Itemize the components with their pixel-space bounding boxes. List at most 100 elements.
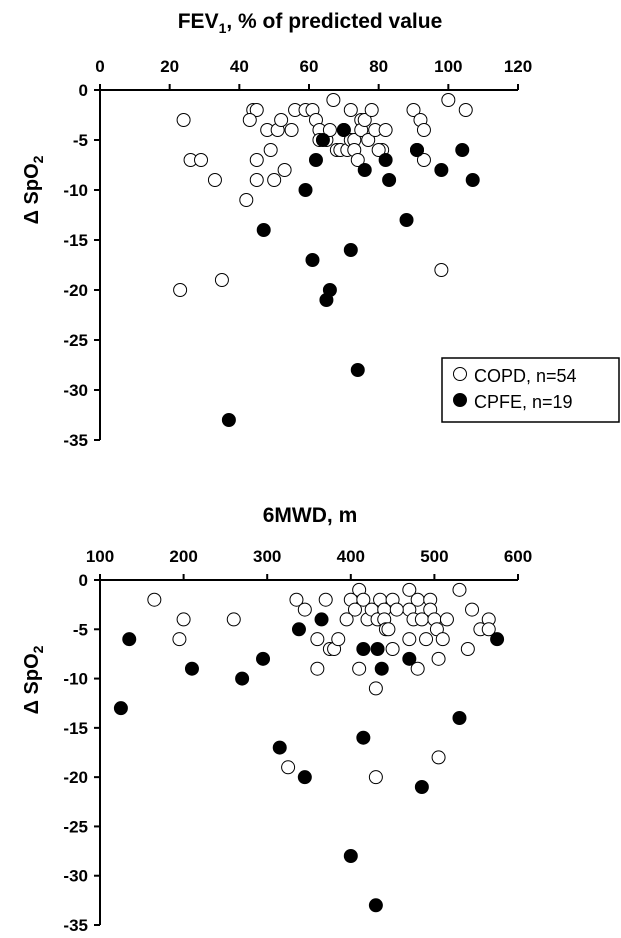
6mwd-y-tick-label: -15 (63, 719, 88, 738)
fev1-x-tick-label: 0 (95, 57, 104, 76)
6mwd-x-tick-label: 200 (169, 547, 197, 566)
svg-text:Δ SpO2: Δ SpO2 (21, 645, 46, 714)
6mwd-copd-point (281, 760, 296, 775)
fev1-x-tick-label: 20 (160, 57, 179, 76)
fev1-x-tick-label: 100 (434, 57, 462, 76)
6mwd-copd-point (452, 582, 467, 597)
fev1-cpfe-point (399, 213, 414, 227)
6mwd-cpfe-point (297, 770, 312, 785)
fev1-cpfe-point (455, 143, 470, 157)
6mwd-cpfe-point (490, 632, 505, 647)
6mwd-cpfe-point (314, 612, 329, 627)
legend-cpfe-marker (453, 393, 467, 407)
6mwd-cpfe-point (291, 622, 306, 637)
legend-box (441, 357, 620, 423)
6mwd-cpfe-point (452, 711, 467, 725)
fev1-copd-point (214, 273, 229, 287)
6mwd-copd-point (297, 602, 312, 617)
6mwd-copd-point (289, 592, 304, 607)
fev1-x-tick-label: 80 (369, 57, 388, 76)
6mwd-y-tick-label: -10 (63, 670, 88, 689)
fev1-copd-point (458, 103, 473, 117)
fev1-copd-point (326, 93, 341, 107)
6mwd-copd-point (339, 612, 354, 627)
6mwd-copd-point (147, 592, 162, 607)
6mwd-y-tick-label: -35 (63, 916, 88, 935)
fev1-cpfe-point (298, 183, 313, 197)
6mwd-cpfe-point (368, 898, 383, 913)
6mwd-x-tick-label: 500 (420, 547, 448, 566)
fev1-cpfe-point (315, 133, 330, 147)
6mwd-copd-point (356, 592, 371, 607)
fev1-copd-point (378, 123, 393, 137)
6mwd-cpfe-point (402, 651, 417, 666)
6mwd-cpfe-point (235, 671, 250, 686)
fev1-copd-point (207, 173, 222, 187)
6mwd-cpfe-point (184, 661, 199, 676)
fev1-copd-point (284, 123, 299, 137)
fev1-cpfe-point (322, 283, 337, 297)
fev1-copd-point (263, 143, 278, 157)
fev1-copd-point (406, 103, 421, 117)
6mwd-y-tick-label: 0 (79, 571, 88, 590)
6mwd-copd-point (410, 592, 425, 607)
fev1-copd-point (239, 193, 254, 207)
6mwd-y-tick-label: -20 (63, 768, 88, 787)
fev1-copd-point (416, 153, 431, 167)
fev1-cpfe-point (465, 173, 480, 187)
6mwd-copd-point (226, 612, 241, 627)
fev1-chart: FEV1, % of predicted value Δ SpO2 0 20 40 6… (21, 10, 620, 450)
fev1-x-tick-label: 120 (504, 57, 532, 76)
fev1-cpfe-point (343, 243, 358, 257)
6mwd-cpfe-point (113, 701, 128, 716)
fev1-copd-point (371, 143, 386, 157)
fev1-y-tick-label: -10 (63, 181, 88, 200)
fev1-copd-point (274, 113, 289, 127)
legend: COPD, n=54 CPFE, n=19 (441, 357, 620, 423)
6mwd-copd-point (460, 642, 475, 656)
6mwd-cpfe-point (256, 651, 271, 666)
fev1-copd-point (194, 153, 209, 167)
6mwd-copd-point (368, 770, 383, 785)
fev1-cpfe-point (256, 223, 271, 237)
fev1-y-tick-label: -20 (63, 281, 88, 300)
legend-cpfe-label: CPFE, n=19 (474, 392, 573, 412)
6mwd-copd-point (310, 632, 325, 647)
6mwd-copd-point (402, 632, 417, 647)
legend-copd-marker (453, 367, 467, 381)
fev1-copd-point (277, 163, 292, 177)
fev1-cpfe-point (357, 163, 372, 177)
fev1-copd-point (416, 123, 431, 137)
6mwd-x-tick-label: 300 (253, 547, 281, 566)
fev1-cpfe-point (350, 363, 365, 377)
fev1-copd-point (350, 153, 365, 167)
fev1-copd-point (249, 153, 264, 167)
fev1-copd-point (173, 283, 188, 297)
fev1-cpfe-point (378, 153, 393, 167)
fev1-y-tick-label: -15 (63, 231, 88, 250)
6mwd-copd-point (465, 602, 480, 617)
6mwd-copd-point (368, 681, 383, 696)
6mwd-x-tick-label: 600 (504, 547, 532, 566)
fev1-cpfe-point (305, 253, 320, 267)
6mwd-copd-point (435, 632, 450, 647)
fev1-copd-point (357, 113, 372, 127)
6mwd-copd-point (439, 612, 454, 627)
fev1-copd-point (249, 173, 264, 187)
fev1-x-tick-label: 60 (300, 57, 319, 76)
6mwd-copd-point (481, 622, 496, 637)
fev1-y-tick-label: 0 (79, 81, 88, 100)
6mwd-x-tick-label: 100 (86, 547, 114, 566)
6mwd-chart: 6MWD, m Δ SpO2 100 200 300 400 500 600 0 -5 -10 -… (21, 504, 532, 935)
6mwd-copd-point (347, 602, 362, 617)
fev1-cpfe-point (409, 143, 424, 157)
6mwd-x-tick-label: 400 (337, 547, 365, 566)
6mwd-copd-point (176, 612, 191, 627)
6mwd-cpfe-point (272, 740, 287, 755)
6mwd-cpfe-point (122, 632, 137, 647)
6mwd-copd-point (331, 632, 346, 647)
6mwd-cpfe-point (356, 730, 371, 745)
fev1-chart-title: FEV1, % of predicted value (178, 10, 443, 36)
fev1-y-tick-label: -30 (63, 381, 88, 400)
fev1-y-tick-label: -35 (63, 431, 88, 450)
